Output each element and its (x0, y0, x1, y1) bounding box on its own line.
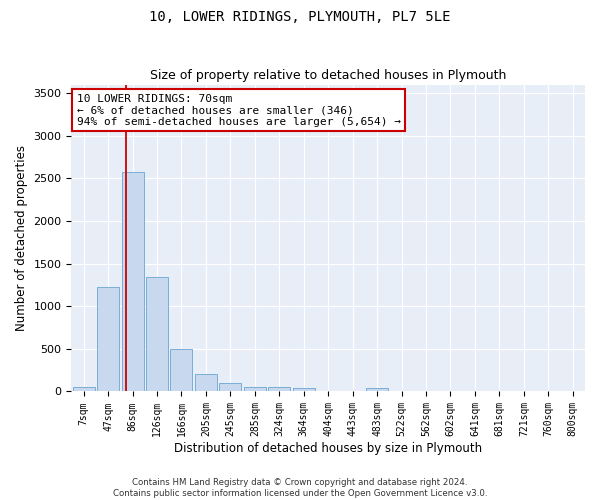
Text: Contains HM Land Registry data © Crown copyright and database right 2024.
Contai: Contains HM Land Registry data © Crown c… (113, 478, 487, 498)
Bar (268, 387, 290, 392)
Y-axis label: Number of detached properties: Number of detached properties (15, 145, 28, 331)
Bar (146, 277, 168, 392)
Bar (244, 387, 266, 392)
Title: Size of property relative to detached houses in Plymouth: Size of property relative to detached ho… (150, 69, 506, 82)
Text: 10 LOWER RIDINGS: 70sqm
← 6% of detached houses are smaller (346)
94% of semi-de: 10 LOWER RIDINGS: 70sqm ← 6% of detached… (77, 94, 401, 127)
Bar (170, 349, 193, 392)
Bar (97, 287, 119, 392)
Text: 10, LOWER RIDINGS, PLYMOUTH, PL7 5LE: 10, LOWER RIDINGS, PLYMOUTH, PL7 5LE (149, 10, 451, 24)
X-axis label: Distribution of detached houses by size in Plymouth: Distribution of detached houses by size … (174, 442, 482, 455)
Bar (366, 388, 388, 392)
Bar (122, 172, 143, 392)
Bar (73, 387, 95, 392)
Bar (220, 382, 241, 392)
Bar (195, 374, 217, 392)
Bar (293, 388, 315, 392)
